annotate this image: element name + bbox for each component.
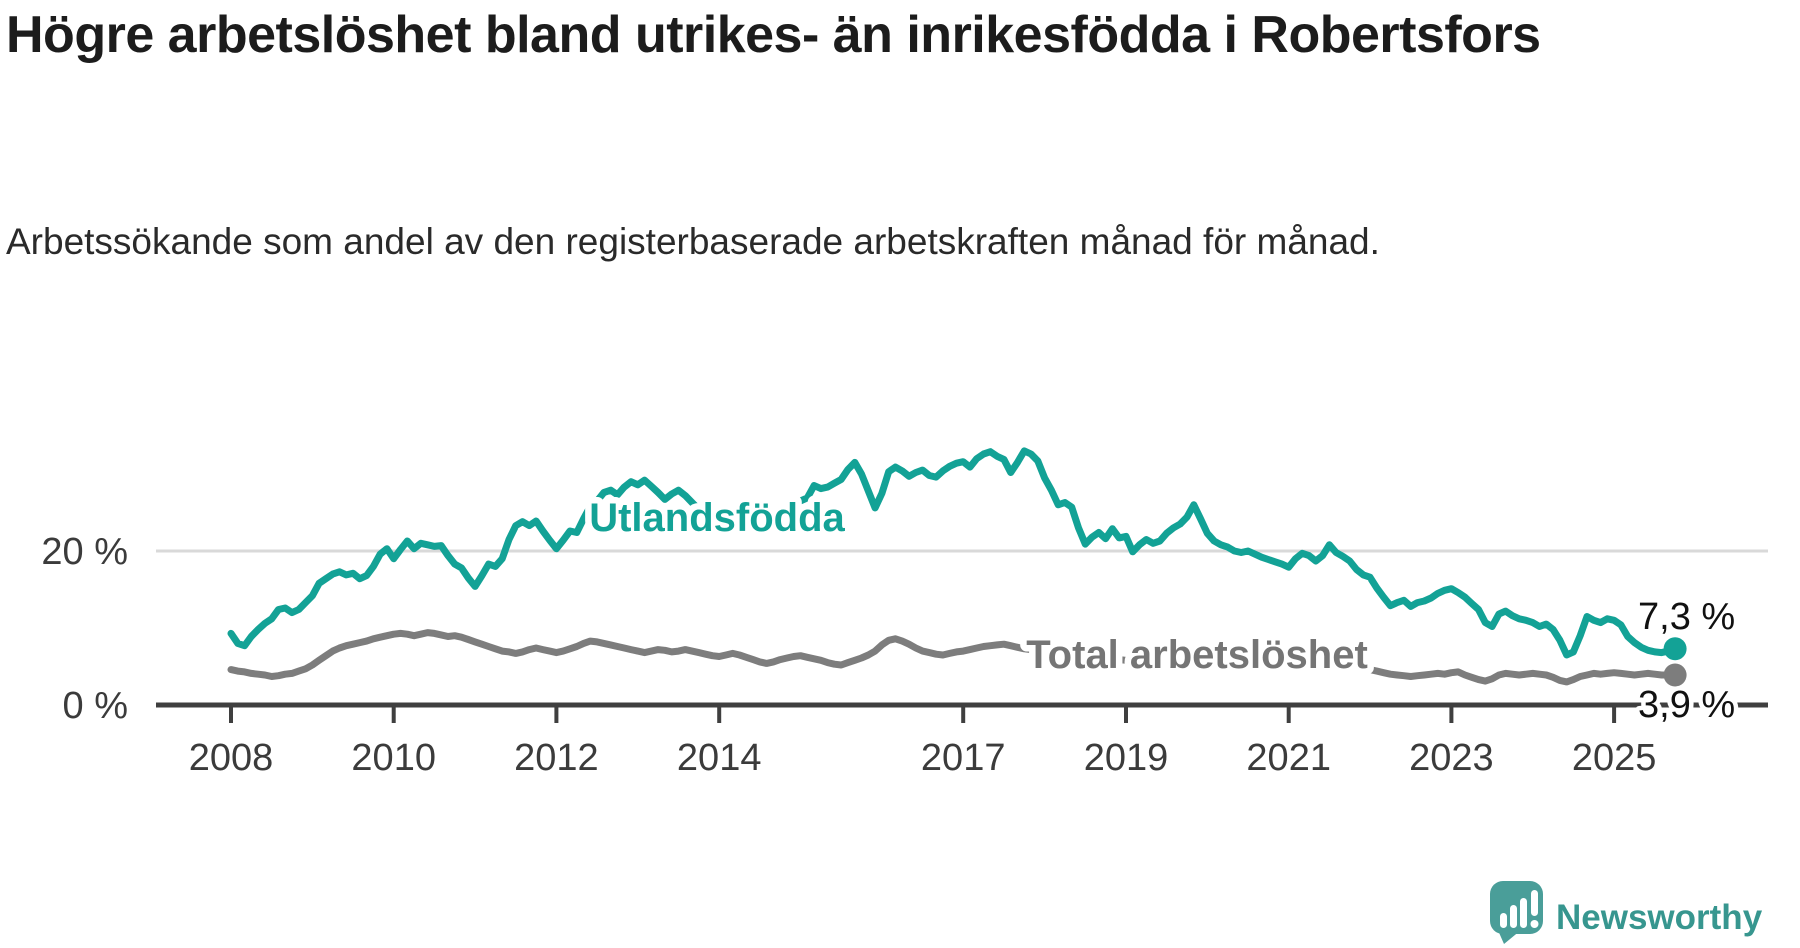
end-value-label-utlandsfodda: 7,3 % (1638, 596, 1735, 638)
series-label-total-arbetsloshet: Total arbetslöshet (1026, 633, 1368, 677)
x-tick-label-2023: 2023 (1409, 737, 1494, 779)
x-tick-label-2019: 2019 (1084, 737, 1169, 779)
x-tick-label-2008: 2008 (189, 737, 274, 779)
end-dot-utlandsfodda (1663, 637, 1687, 661)
newsworthy-logo: Newsworthy (1490, 881, 1763, 944)
x-tick-label-2017: 2017 (921, 737, 1006, 779)
x-axis-year-labels: 2008 2010 2012 2014 2017 2019 2021 2023 2025 (189, 737, 1657, 779)
x-tick-label-2010: 2010 (351, 737, 436, 779)
y-tick-label-20: 20 % (41, 531, 128, 573)
x-tick-label-2014: 2014 (677, 737, 762, 779)
series-label-utlandsfodda: Utlandsfödda (589, 496, 845, 540)
newsworthy-speech-bubble-chart-icon (1490, 881, 1543, 944)
end-dot-total (1663, 663, 1687, 687)
chart-subtitle: Arbetssökande som andel av den registerb… (6, 221, 1380, 262)
chart-title: Högre arbetslöshet bland utrikes- än inr… (6, 6, 1541, 64)
line-total-arbetsloshet (227, 629, 1679, 686)
end-value-label-total: 3,9 % (1638, 684, 1735, 726)
x-tick-label-2012: 2012 (514, 737, 599, 779)
x-tick-label-2021: 2021 (1246, 737, 1331, 779)
x-axis-ticks (229, 705, 1617, 723)
x-tick-label-2025: 2025 (1572, 737, 1657, 779)
y-tick-label-0: 0 % (63, 685, 128, 727)
newsworthy-logo-text: Newsworthy (1556, 898, 1763, 937)
line-utlandsfodda (227, 447, 1679, 659)
